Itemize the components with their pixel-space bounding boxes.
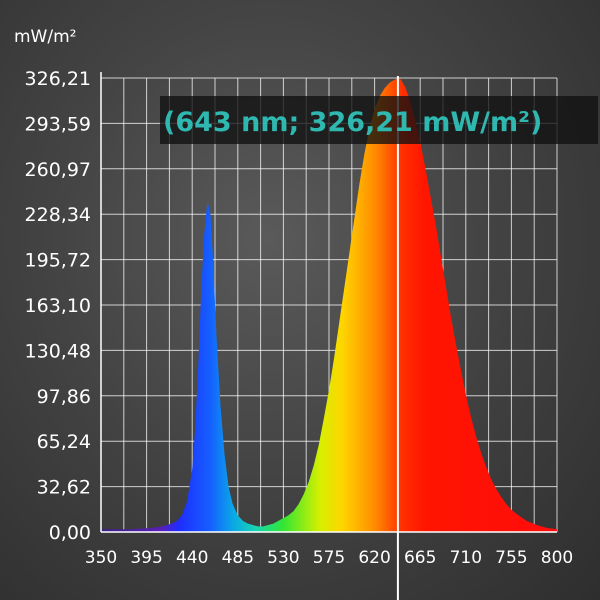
spectrum-area (101, 78, 557, 532)
x-tick-label: 800 (541, 548, 573, 568)
y-tick-label: 260,97 (25, 159, 91, 181)
x-tick-label: 710 (450, 548, 482, 568)
x-tick-label: 665 (404, 548, 436, 568)
spectrum-area-group (101, 78, 557, 532)
y-tick-label: 326,21 (25, 68, 91, 90)
y-tick-label: 130,48 (25, 340, 91, 362)
x-tick-label: 530 (267, 548, 299, 568)
x-tick-label: 575 (313, 548, 345, 568)
y-tick-label: 163,10 (25, 295, 91, 317)
y-tick-label: 0,00 (49, 522, 91, 544)
y-axis-unit-label: mW/m² (14, 27, 76, 47)
readout-background (160, 96, 598, 144)
y-tick-label: 228,34 (25, 204, 91, 226)
x-tick-label: 350 (85, 548, 117, 568)
y-tick-label: 32,62 (37, 477, 91, 499)
x-tick-label: 620 (358, 548, 390, 568)
x-tick-label: 440 (176, 548, 208, 568)
y-tick-labels: 0,00 32,62 65,24 97,86 130,48 163,10 195,72 228… (25, 68, 91, 544)
y-tick-label: 65,24 (37, 431, 91, 453)
x-tick-label: 755 (495, 548, 527, 568)
x-tick-label: 395 (130, 548, 162, 568)
y-tick-label: 293,59 (25, 113, 91, 135)
y-tick-label: 97,86 (37, 386, 91, 408)
cursor-readout: (643 nm; 326,21 mW/m²) (163, 107, 542, 138)
x-tick-label: 485 (222, 548, 254, 568)
y-tick-label: 195,72 (25, 250, 91, 272)
axes (100, 72, 557, 533)
x-tick-labels: 350 395 440 485 530 575 620 665 710 755 800 (85, 548, 573, 568)
